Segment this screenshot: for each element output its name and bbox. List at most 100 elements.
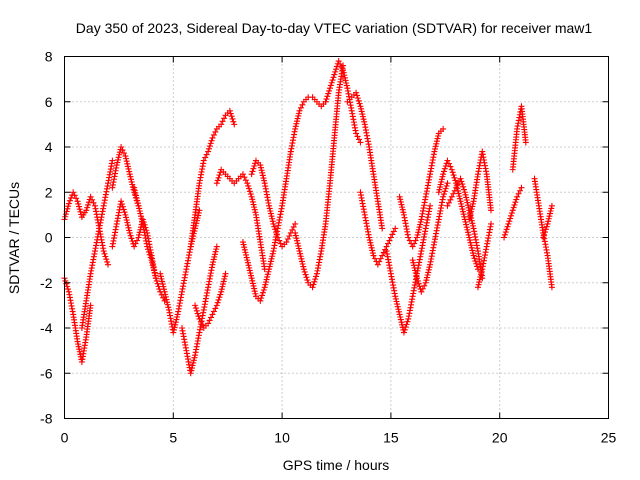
data-point-track (212, 305, 219, 312)
data-point-track (268, 213, 275, 220)
data-point-track (157, 273, 164, 280)
data-point-track (249, 168, 256, 175)
series-prn-c (78, 157, 116, 331)
data-point (353, 130, 360, 137)
data-point-track (477, 273, 484, 280)
data-point-track (410, 262, 417, 269)
data-point (87, 193, 94, 200)
data-point-track (190, 359, 197, 366)
data-point-track (394, 301, 401, 308)
data-point-track (340, 69, 347, 76)
data-point-track (367, 239, 374, 246)
data-point (522, 139, 529, 146)
data-point-track (301, 268, 308, 275)
data-point-track (295, 245, 302, 252)
data-point-track (464, 202, 471, 209)
data-point (501, 234, 508, 241)
data-point-track (295, 110, 302, 117)
data-point (374, 261, 381, 268)
data-point (200, 157, 207, 164)
data-point-track (212, 128, 219, 135)
data-point-track (541, 229, 548, 236)
data-point (292, 125, 299, 132)
data-point-track (263, 276, 270, 283)
data-point-track (290, 223, 297, 230)
data-point-track (244, 259, 251, 266)
data-point (270, 220, 277, 227)
data-point-track (136, 207, 143, 214)
data-point-track (158, 275, 165, 282)
data-point-track (211, 253, 218, 260)
x-tick-label: 5 (169, 430, 177, 446)
data-point-track (293, 235, 300, 242)
data-point-track (267, 207, 274, 214)
data-point-track (461, 213, 468, 220)
data-point-track (425, 269, 432, 276)
data-point-track (324, 93, 331, 100)
data-point-track (359, 113, 366, 120)
data-point-track (286, 232, 293, 239)
data-point (113, 162, 120, 169)
data-point (461, 189, 468, 196)
data-point-track (246, 185, 253, 192)
data-point (414, 275, 421, 282)
data-point (248, 171, 255, 178)
data-point (300, 266, 307, 273)
data-point-track (206, 317, 213, 324)
data-point-track (76, 203, 83, 210)
data-point-track (259, 292, 266, 299)
data-point-track (160, 283, 167, 290)
data-point-track (303, 274, 310, 281)
data-point-track (240, 241, 247, 248)
data-point-track (153, 277, 160, 284)
data-point-track (266, 205, 273, 212)
data-point-track (243, 254, 250, 261)
data-point-track (147, 254, 154, 261)
data-point (157, 270, 164, 277)
data-point-track (172, 321, 179, 328)
data-point (435, 189, 442, 196)
data-point-track (517, 187, 524, 194)
data-point-track (197, 318, 204, 325)
data-point-track (103, 256, 110, 263)
data-point-track (134, 197, 141, 204)
data-point (266, 266, 273, 273)
data-point-track (170, 326, 177, 333)
data-point-track (66, 197, 73, 204)
data-point (105, 261, 112, 268)
data-point (87, 302, 94, 309)
data-point-track (243, 251, 250, 258)
data-point (505, 220, 512, 227)
series-prn-z (509, 103, 529, 173)
series-prn-i (187, 107, 238, 250)
data-point-track (262, 281, 269, 288)
data-point (65, 200, 72, 207)
data-point-track (241, 174, 248, 181)
data-point-track (376, 258, 383, 265)
series-prn-j (192, 270, 229, 331)
data-point-track (188, 365, 195, 372)
data-point-track (475, 281, 482, 288)
data-point-track (299, 261, 306, 268)
data-point (422, 279, 429, 286)
data-point-track (250, 165, 257, 172)
data-point-track (129, 181, 136, 188)
data-point-track (397, 196, 404, 203)
data-point-track (260, 286, 267, 293)
data-point-track (252, 209, 259, 216)
series-prn-zb (531, 175, 555, 291)
y-tick-label: -8 (40, 411, 53, 427)
data-point (326, 85, 333, 92)
data-point-track (151, 270, 158, 277)
data-point (487, 207, 494, 214)
data-point-track (162, 293, 169, 300)
data-point-track (193, 307, 200, 314)
data-point-track (114, 156, 121, 163)
data-point-track (356, 100, 363, 107)
data-point-track (451, 174, 458, 181)
data-point-track (361, 118, 368, 125)
data-point-track (406, 237, 413, 244)
data-point-track (246, 188, 253, 195)
data-point-track (468, 242, 475, 249)
